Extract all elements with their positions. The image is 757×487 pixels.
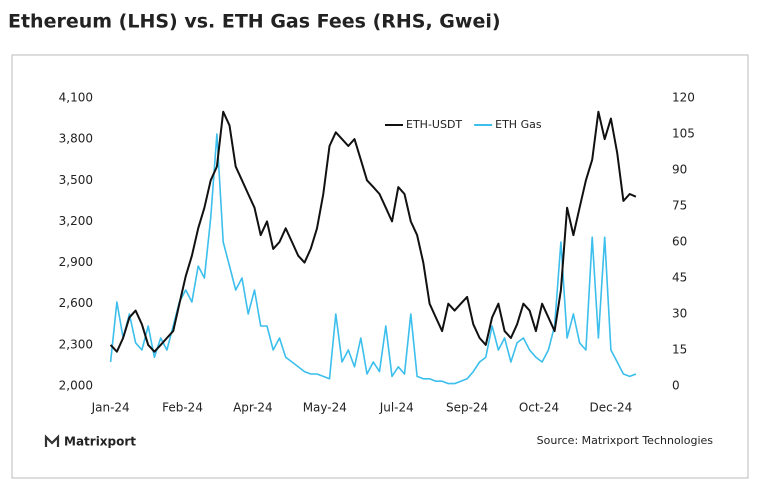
y-tick-label: 3,200 [59, 214, 93, 228]
y2-tick-label: 0 [672, 379, 680, 393]
x-tick-label: Apr-24 [233, 401, 273, 415]
brand: Matrixport [64, 435, 136, 449]
y-tick-label: 2,900 [59, 255, 93, 269]
y2-tick-label: 45 [672, 271, 687, 285]
x-tick-label: Oct-24 [519, 401, 559, 415]
x-tick-label: Jul-24 [379, 401, 414, 415]
y-tick-label: 3,800 [59, 132, 93, 146]
chart-title: Ethereum (LHS) vs. ETH Gas Fees (RHS, Gw… [8, 11, 501, 33]
y2-tick-label: 120 [672, 91, 695, 105]
y2-tick-label: 30 [672, 307, 687, 321]
x-tick-label: Jan-24 [91, 401, 130, 415]
y-tick-label: 3,500 [59, 173, 93, 187]
frame [11, 54, 749, 479]
x-tick-label: May-24 [303, 401, 347, 415]
legend-label: ETH Gas [495, 118, 542, 131]
y2-tick-label: 90 [672, 163, 687, 177]
logo [44, 434, 60, 447]
y-tick-label: 2,000 [59, 379, 93, 393]
x-tick-label: Sep-24 [446, 401, 488, 415]
y2-tick-label: 15 [672, 343, 687, 357]
x-tick-label: Feb-24 [162, 401, 203, 415]
y-tick-label: 4,100 [59, 91, 93, 105]
y2-tick-label: 75 [672, 199, 687, 213]
source: Source: Matrixport Technologies [537, 434, 714, 447]
legend-label: ETH-USDT [406, 118, 462, 131]
y2-tick-label: 60 [672, 235, 687, 249]
y-tick-label: 2,600 [59, 296, 93, 310]
y-tick-label: 2,300 [59, 337, 93, 351]
y2-tick-label: 105 [672, 127, 695, 141]
x-tick-label: Dec-24 [590, 401, 633, 415]
series-line [109, 110, 637, 353]
series-line [109, 133, 637, 385]
